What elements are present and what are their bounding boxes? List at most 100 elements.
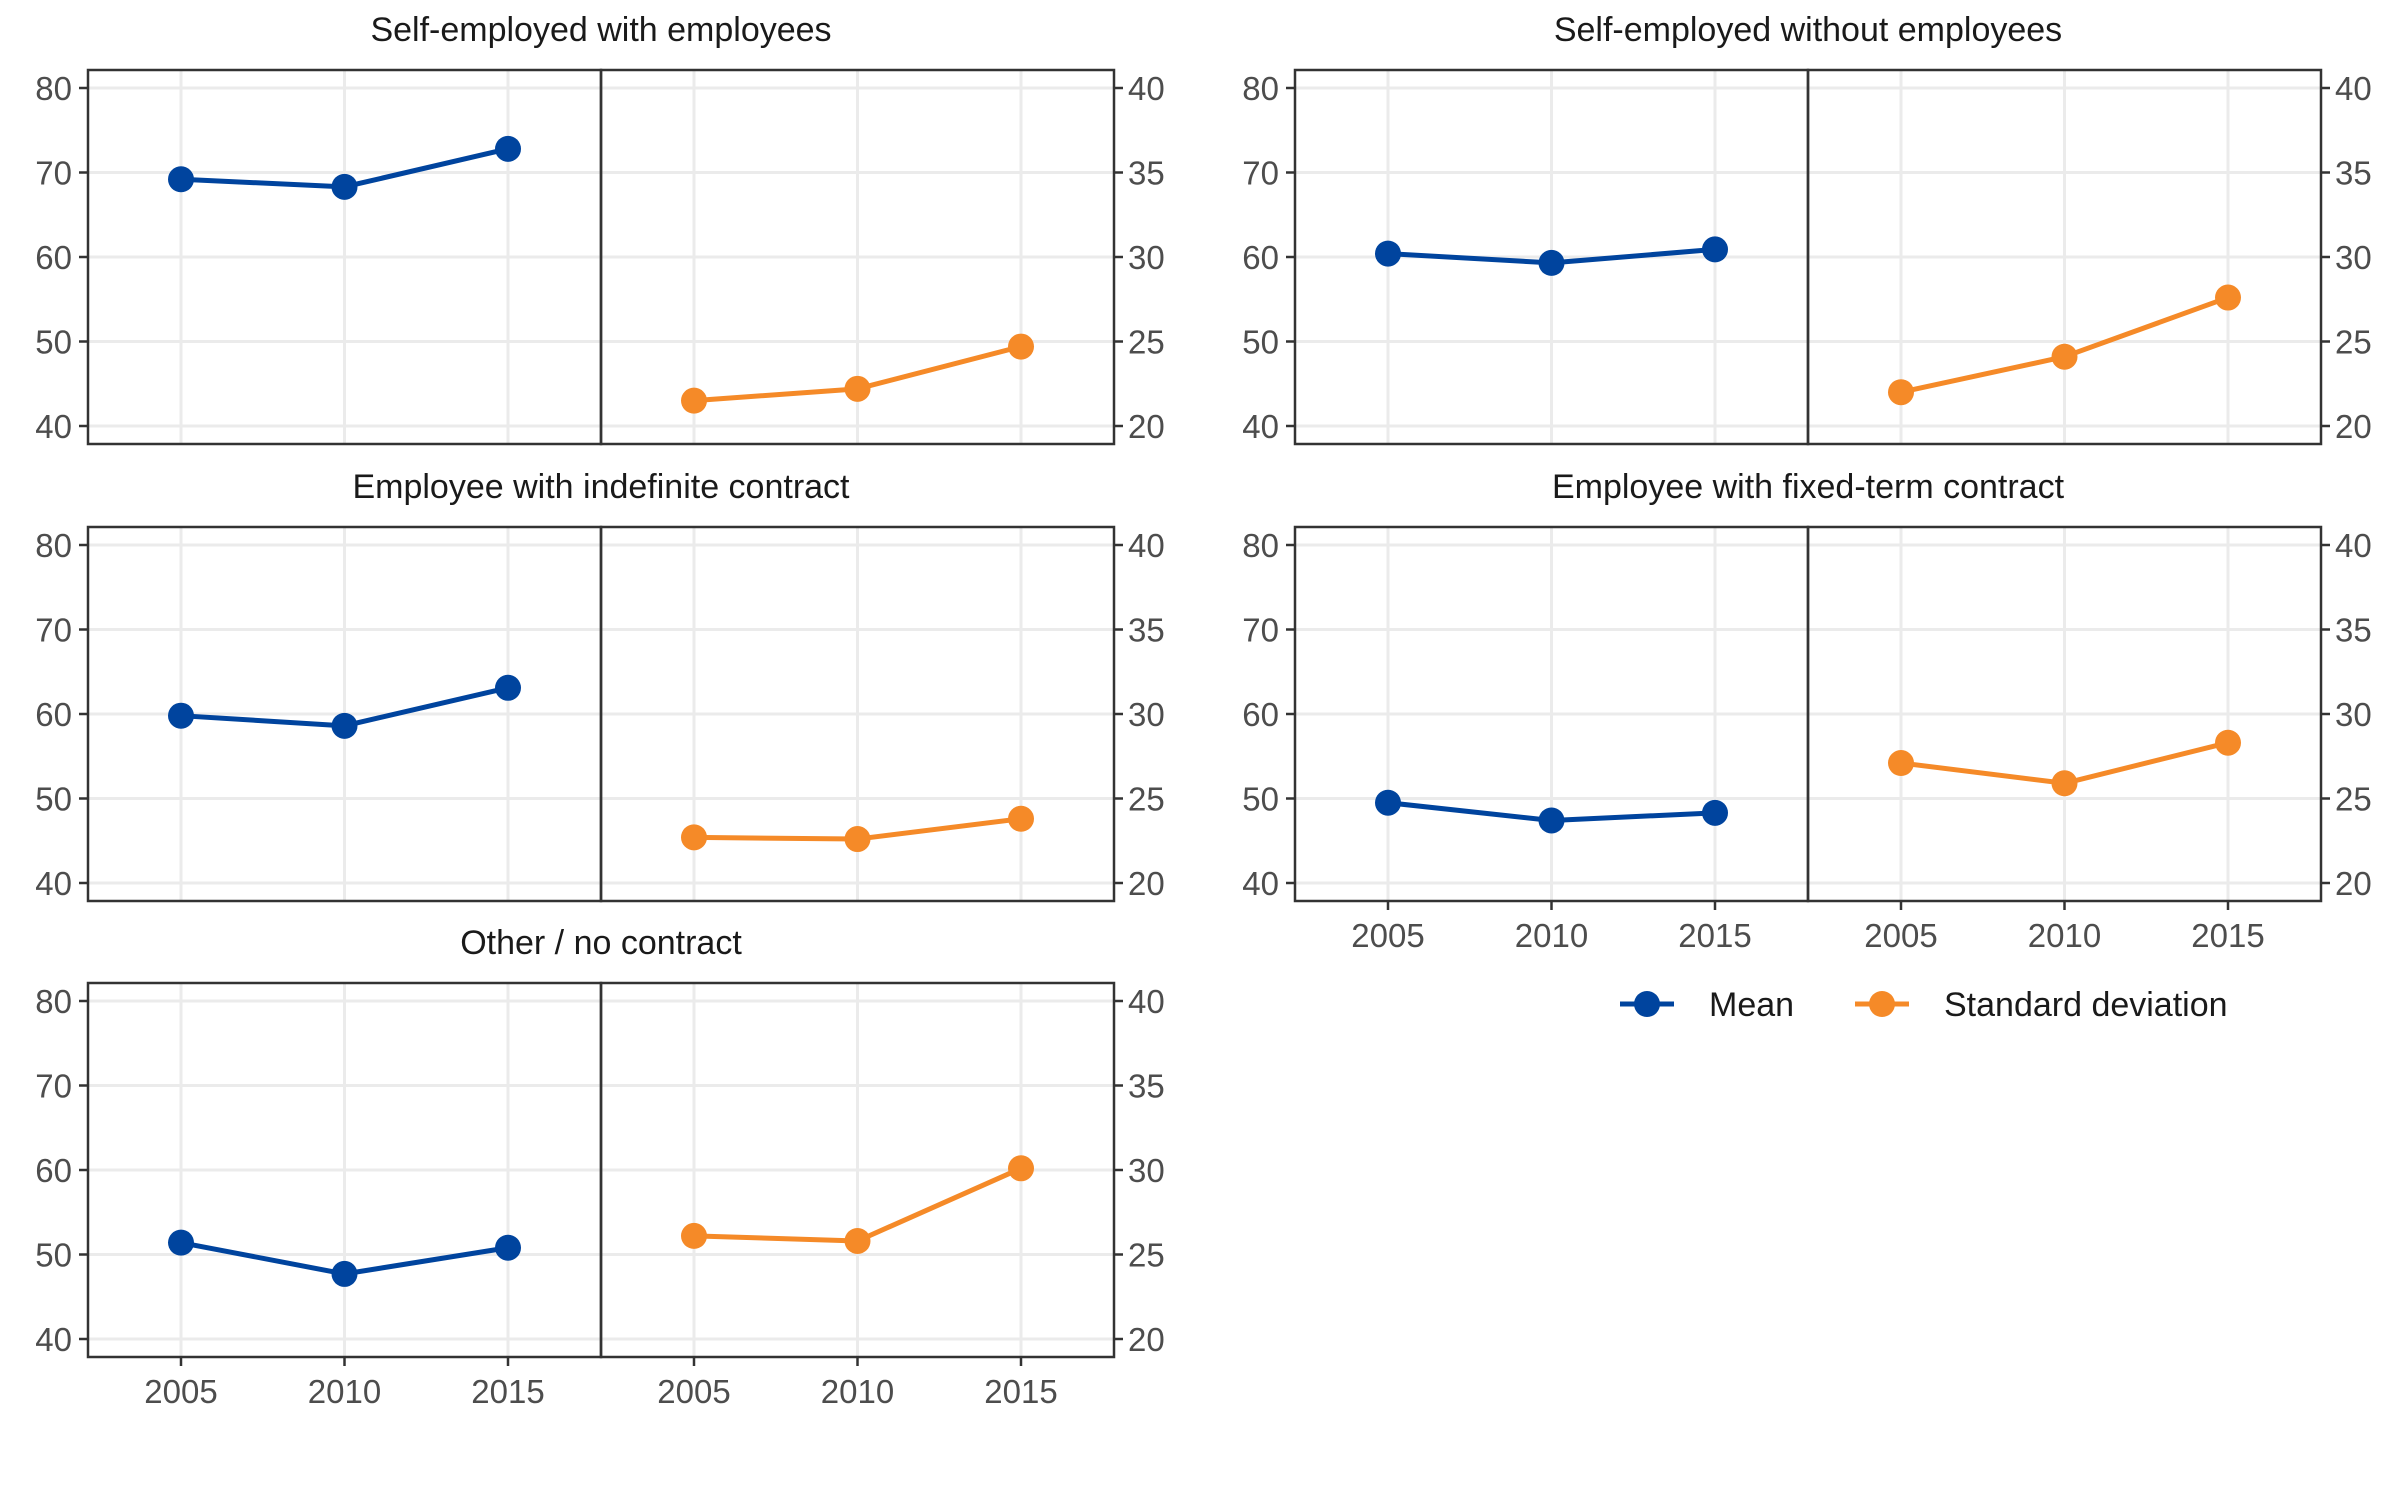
data-point-sd [681, 824, 707, 851]
data-point-sd [1888, 379, 1914, 406]
y-tick-label-left: 50 [35, 324, 72, 361]
y-tick-label-right: 35 [2335, 612, 2372, 649]
data-point-mean [1538, 249, 1565, 276]
y-tick-label-right: 20 [2335, 408, 2372, 445]
data-point-mean [331, 173, 358, 200]
y-tick-label-right: 20 [2335, 865, 2372, 902]
y-tick-label-left: 80 [1242, 70, 1279, 107]
y-tick-label-right: 20 [1128, 408, 1165, 445]
y-tick-label-right: 40 [1128, 70, 1165, 107]
x-tick-label: 2005 [144, 1373, 217, 1410]
y-tick-label-left: 60 [35, 1152, 72, 1189]
y-tick-label-left: 70 [1242, 612, 1279, 649]
x-tick-label: 2010 [821, 1373, 894, 1410]
y-tick-label-left: 60 [1242, 239, 1279, 276]
data-point-sd [1008, 1155, 1034, 1182]
data-point-sd [844, 375, 871, 402]
x-tick-label: 2005 [1864, 917, 1937, 954]
y-tick-label-right: 25 [2335, 324, 2372, 361]
y-tick-label-left: 50 [35, 1237, 72, 1274]
y-tick-label-left: 40 [35, 865, 72, 902]
y-tick-label-left: 40 [1242, 408, 1279, 445]
y-tick-label-right: 25 [1128, 1237, 1165, 1274]
x-tick-label: 2010 [1515, 917, 1588, 954]
data-point-mean [1702, 799, 1728, 826]
y-tick-label-right: 20 [1128, 865, 1165, 902]
x-tick-label: 2010 [2028, 917, 2101, 954]
facet-2: Employee with indefinite contract 40 50 60 7… [35, 468, 1165, 903]
y-tick-label-left: 70 [35, 155, 72, 192]
data-point-sd [844, 1227, 871, 1254]
y-tick-label-right: 30 [2335, 696, 2372, 733]
y-tick-label-right: 40 [1128, 983, 1165, 1020]
data-point-mean [1538, 807, 1565, 834]
data-point-sd [1008, 333, 1034, 360]
x-tick-label: 2015 [1678, 917, 1751, 954]
facet-title: Self-employed with employees [370, 11, 831, 49]
y-tick-label-left: 50 [1242, 324, 1279, 361]
y-tick-label-right: 35 [1128, 612, 1165, 649]
facet-3: Employee with fixed-term contract 40 50 60 7… [1242, 468, 2371, 954]
data-point-sd [2215, 729, 2241, 756]
data-point-sd [2051, 343, 2078, 370]
y-tick-label-right: 35 [2335, 155, 2372, 192]
data-point-mean [331, 712, 358, 739]
y-tick-label-right: 30 [2335, 239, 2372, 276]
data-point-mean [168, 166, 194, 193]
y-tick-label-right: 25 [2335, 781, 2372, 818]
facet-title: Self-employed without employees [1554, 11, 2062, 49]
data-point-sd [681, 387, 707, 414]
y-tick-label-left: 40 [1242, 865, 1279, 902]
data-point-sd [1008, 805, 1034, 832]
x-tick-label: 2010 [308, 1373, 381, 1410]
data-point-mean [495, 135, 521, 162]
y-tick-label-right: 35 [1128, 1068, 1165, 1105]
data-point-mean [331, 1260, 358, 1287]
y-tick-label-left: 60 [35, 239, 72, 276]
data-point-mean [495, 1234, 521, 1261]
data-point-sd [1888, 750, 1914, 777]
y-tick-label-left: 70 [35, 1068, 72, 1105]
y-tick-label-left: 40 [35, 1321, 72, 1358]
legend-label: Standard deviation [1944, 986, 2228, 1024]
data-point-mean [1702, 236, 1728, 263]
y-tick-label-left: 60 [35, 696, 72, 733]
y-tick-label-left: 80 [1242, 527, 1279, 564]
legend-key-marker [1869, 991, 1895, 1017]
y-tick-label-left: 60 [1242, 696, 1279, 733]
y-tick-label-right: 40 [2335, 527, 2372, 564]
data-point-mean [495, 674, 521, 701]
x-tick-label: 2015 [471, 1373, 544, 1410]
x-tick-label: 2015 [984, 1373, 1057, 1410]
y-tick-label-right: 25 [1128, 324, 1165, 361]
facet-title: Employee with fixed-term contract [1552, 468, 2065, 506]
y-tick-label-right: 30 [1128, 696, 1165, 733]
legend-label: Mean [1709, 986, 1794, 1024]
legend: Mean Standard deviation [1620, 986, 2228, 1024]
data-point-sd [2051, 770, 2078, 797]
y-tick-label-right: 20 [1128, 1321, 1165, 1358]
y-tick-label-left: 80 [35, 70, 72, 107]
y-tick-label-left: 70 [35, 612, 72, 649]
y-tick-label-left: 40 [35, 408, 72, 445]
x-tick-label: 2015 [2191, 917, 2264, 954]
y-tick-label-left: 80 [35, 527, 72, 564]
data-point-sd [844, 826, 871, 853]
facet-0: Self-employed with employees 40 50 60 70 80 20… [35, 11, 1165, 446]
data-point-mean [1375, 789, 1401, 816]
y-tick-label-right: 30 [1128, 239, 1165, 276]
x-tick-label: 2005 [1351, 917, 1424, 954]
y-tick-label-left: 70 [1242, 155, 1279, 192]
y-tick-label-right: 25 [1128, 781, 1165, 818]
data-point-mean [168, 1229, 194, 1256]
x-tick-label: 2005 [657, 1373, 730, 1410]
data-point-mean [168, 702, 194, 729]
facet-title: Employee with indefinite contract [352, 468, 850, 506]
y-tick-label-right: 35 [1128, 155, 1165, 192]
legend-key-marker [1634, 991, 1660, 1017]
facet-title: Other / no contract [460, 924, 742, 962]
y-tick-label-right: 40 [2335, 70, 2372, 107]
y-tick-label-left: 80 [35, 983, 72, 1020]
y-tick-label-left: 50 [35, 781, 72, 818]
